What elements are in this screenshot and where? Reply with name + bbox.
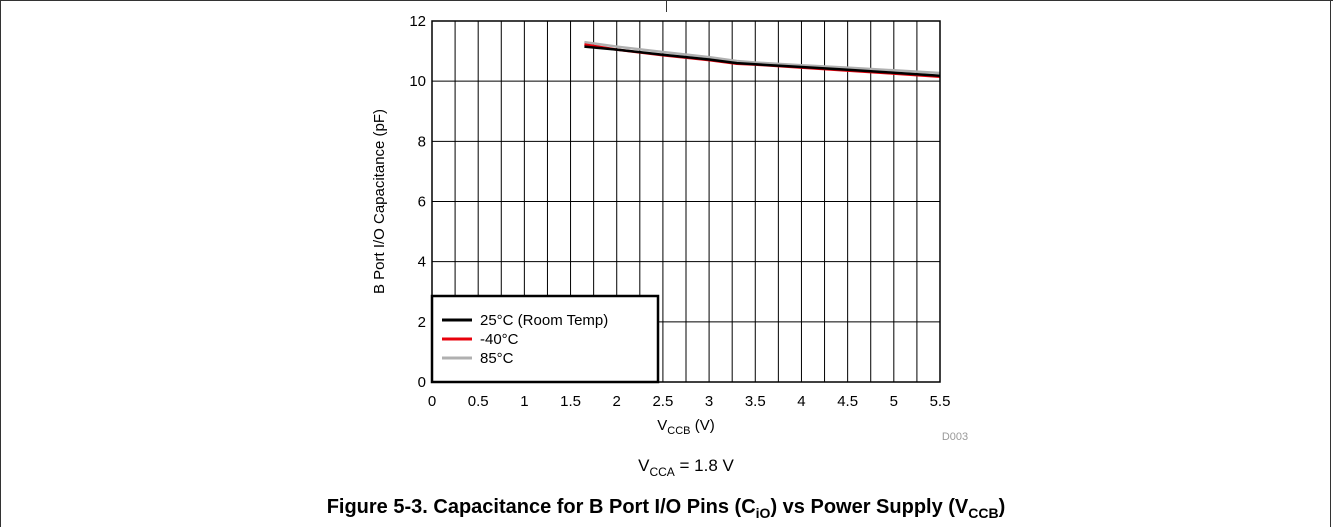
x-tick-label: 5 <box>890 393 898 410</box>
y-tick-label: 6 <box>418 194 426 211</box>
legend-label: 85°C <box>480 350 514 367</box>
chart-id: D003 <box>942 431 968 443</box>
legend-label: 25°C (Room Temp) <box>480 312 608 329</box>
x-tick-label: 1 <box>520 393 528 410</box>
x-tick-label: 3.5 <box>745 393 766 410</box>
y-tick-label: 0 <box>418 374 426 391</box>
x-tick-label: 2 <box>613 393 621 410</box>
y-axis-label: B Port I/O Capacitance (pF) <box>371 109 388 294</box>
legend-label: -40°C <box>480 331 519 348</box>
x-tick-labels: 0 0.5 1 1.5 2 2.5 3 3.5 4 4.5 5 5.5 <box>428 393 951 410</box>
condition-note: VCCA = 1.8 V <box>638 456 734 479</box>
x-tick-label: 1.5 <box>560 393 581 410</box>
plot-area-border <box>431 20 941 383</box>
series-line <box>584 45 941 78</box>
y-tick-label: 4 <box>418 254 426 271</box>
series-layer <box>584 40 941 78</box>
x-tick-label: 3 <box>705 393 713 410</box>
frame-top-tick <box>666 0 667 12</box>
legend-box <box>430 294 660 384</box>
y-tick-label: 8 <box>418 133 426 150</box>
x-tick-label: 4.5 <box>837 393 858 410</box>
x-tick-label: 4 <box>797 393 805 410</box>
y-tick-label: 12 <box>409 13 426 30</box>
y-tick-label: 10 <box>409 73 426 90</box>
x-tick-label: 0.5 <box>468 393 489 410</box>
x-axis-label: VCCB (V) <box>657 417 714 437</box>
legend: 25°C (Room Temp) -40°C 85°C <box>430 294 660 384</box>
y-tick-labels: 0 2 4 6 8 10 12 <box>409 13 426 391</box>
figure-caption: Figure 5-3. Capacitance for B Port I/O P… <box>327 496 1006 521</box>
x-tick-label: 2.5 <box>652 393 673 410</box>
series-line <box>584 40 941 75</box>
y-tick-label: 2 <box>418 314 426 331</box>
x-tick-label: 0 <box>428 393 436 410</box>
x-tick-label: 5.5 <box>930 393 951 410</box>
